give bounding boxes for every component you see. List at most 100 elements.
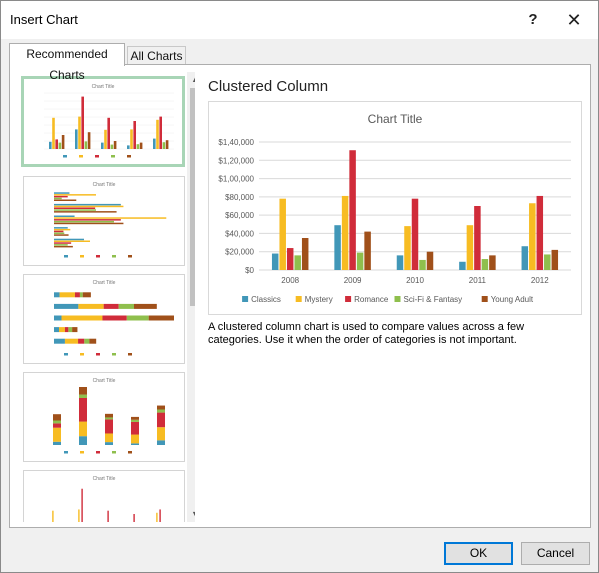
tab-recommended-charts[interactable]: Recommended Charts (9, 43, 125, 82)
legend-label: Classics (251, 295, 281, 304)
y-tick-label: $0 (245, 266, 254, 275)
legend-label: Mystery (305, 295, 333, 304)
thumbnail-bar (54, 244, 68, 246)
bar-sci-fi-fantasy (294, 255, 301, 270)
legend-swatch (481, 296, 488, 302)
legend-swatch (345, 296, 352, 302)
bar-sci-fi-fantasy (544, 254, 551, 270)
thumbnail-bar (54, 205, 124, 208)
thumbnail-bar (52, 117, 55, 149)
close-icon[interactable]: ✕ (566, 10, 582, 30)
cancel-button[interactable]: Cancel (521, 542, 590, 565)
thumbnail-bar (54, 194, 96, 196)
thumbnail-bar (68, 327, 73, 333)
thumbnail-bar (61, 315, 103, 321)
thumbnail-bar (156, 119, 159, 149)
thumbnail-bar (102, 315, 127, 321)
thumbnail-clustered-bar[interactable]: Chart Title (23, 176, 185, 266)
thumbnail-bar (156, 512, 158, 522)
thumbnail-title: Chart Title (93, 378, 116, 384)
thumbnail-line-column[interactable]: Chart Title (23, 470, 185, 522)
thumbnail-bar (84, 338, 90, 344)
thumbnail-bar (78, 509, 80, 522)
thumbnail-bar (54, 315, 62, 321)
ok-button[interactable]: OK (444, 542, 513, 565)
scroll-up-icon[interactable]: ▲ (187, 72, 195, 86)
legend-swatch (96, 451, 100, 454)
bar-classics (334, 225, 341, 270)
thumbnail-bar (130, 129, 133, 149)
thumbnail-bar (84, 141, 88, 149)
thumbnail-bar (136, 144, 140, 149)
thumbnail-title: Chart Title (93, 280, 116, 286)
legend-swatch (95, 155, 99, 158)
thumbnail-bar (139, 142, 143, 149)
thumbnail-bar (105, 417, 113, 420)
thumbnail-bar (54, 227, 68, 229)
thumbnail-bar (79, 387, 87, 395)
thumbnail-bar (110, 144, 114, 149)
thumbnail-bar (87, 132, 91, 149)
bar-romance (411, 198, 419, 270)
thumbnail-bar (131, 416, 139, 420)
scroll-down-icon[interactable]: ▼ (187, 506, 195, 522)
x-tick-label: 2011 (469, 276, 487, 285)
thumbnail-bar (54, 217, 167, 219)
thumbnail-bar (131, 443, 139, 445)
thumbnail-bar (54, 195, 68, 198)
thumbnail-bar (55, 139, 58, 149)
thumbnail-bar (54, 203, 121, 206)
legend-swatch (128, 353, 132, 356)
x-tick-label: 2008 (281, 276, 299, 285)
thumbnail-bar (58, 142, 62, 149)
thumbnail-bar (54, 327, 59, 333)
legend-swatch (79, 155, 83, 158)
y-tick-label: $40,000 (225, 229, 254, 238)
legend-swatch (111, 155, 115, 158)
bar-sci-fi-fantasy (481, 259, 489, 270)
x-tick-label: 2012 (531, 276, 549, 285)
tab-panel: Chart Title Chart Title Chart Title Char… (9, 64, 591, 528)
thumbnail-bar (53, 414, 61, 421)
y-tick-label: $1,00,000 (218, 175, 254, 184)
thumbnail-bar (54, 232, 65, 234)
help-button[interactable]: ? (528, 11, 538, 28)
thumbnail-bar (157, 412, 165, 428)
thumbnail-title: Chart Title (93, 182, 116, 188)
scroll-thumb[interactable] (190, 88, 195, 306)
y-tick-label: $60,000 (225, 211, 254, 220)
thumbnail-clustered-column[interactable]: Chart Title (21, 76, 185, 167)
thumbnail-chart: Chart Title (52, 476, 161, 522)
x-tick-label: 2009 (344, 276, 362, 285)
thumbnail-bar (107, 117, 110, 149)
chart-title: Chart Title (368, 112, 423, 126)
legend-swatch (127, 155, 131, 158)
thumbnail-bar (105, 419, 113, 434)
thumbnail-scrollbar[interactable]: ▲ ▼ (187, 72, 195, 522)
y-tick-label: $1,20,000 (218, 156, 254, 165)
thumbnail-bar (53, 441, 61, 445)
thumbnail-bar (49, 141, 52, 149)
bar-romance (286, 248, 294, 270)
bar-young-adult (489, 255, 496, 270)
legend-swatch (64, 255, 68, 258)
thumbnail-bar (54, 240, 90, 242)
legend-swatch (96, 353, 100, 356)
thumbnail-bar (78, 303, 104, 309)
thumbnail-bar (79, 394, 87, 398)
legend-swatch (112, 255, 116, 258)
thumbnail-bar (53, 427, 61, 442)
tab-all-charts[interactable]: All Charts (127, 46, 186, 65)
thumbnail-bar (81, 488, 83, 522)
thumbnail-bar (157, 405, 165, 410)
legend-swatch (112, 451, 116, 454)
chart-preview: Chart Title $0 $20,000 $40,000 $60,000 $80,00… (208, 101, 582, 315)
thumbnail-chart: Chart Title (54, 182, 167, 258)
bar-young-adult (551, 249, 559, 270)
y-tick-label: $20,000 (225, 248, 254, 257)
thumbnail-bar (153, 138, 156, 149)
thumbnail-bar (54, 211, 117, 213)
bar-young-adult (364, 231, 371, 270)
thumbnail-stacked-column[interactable]: Chart Title (23, 372, 185, 462)
thumbnail-stacked-bar[interactable]: Chart Title (23, 274, 185, 364)
